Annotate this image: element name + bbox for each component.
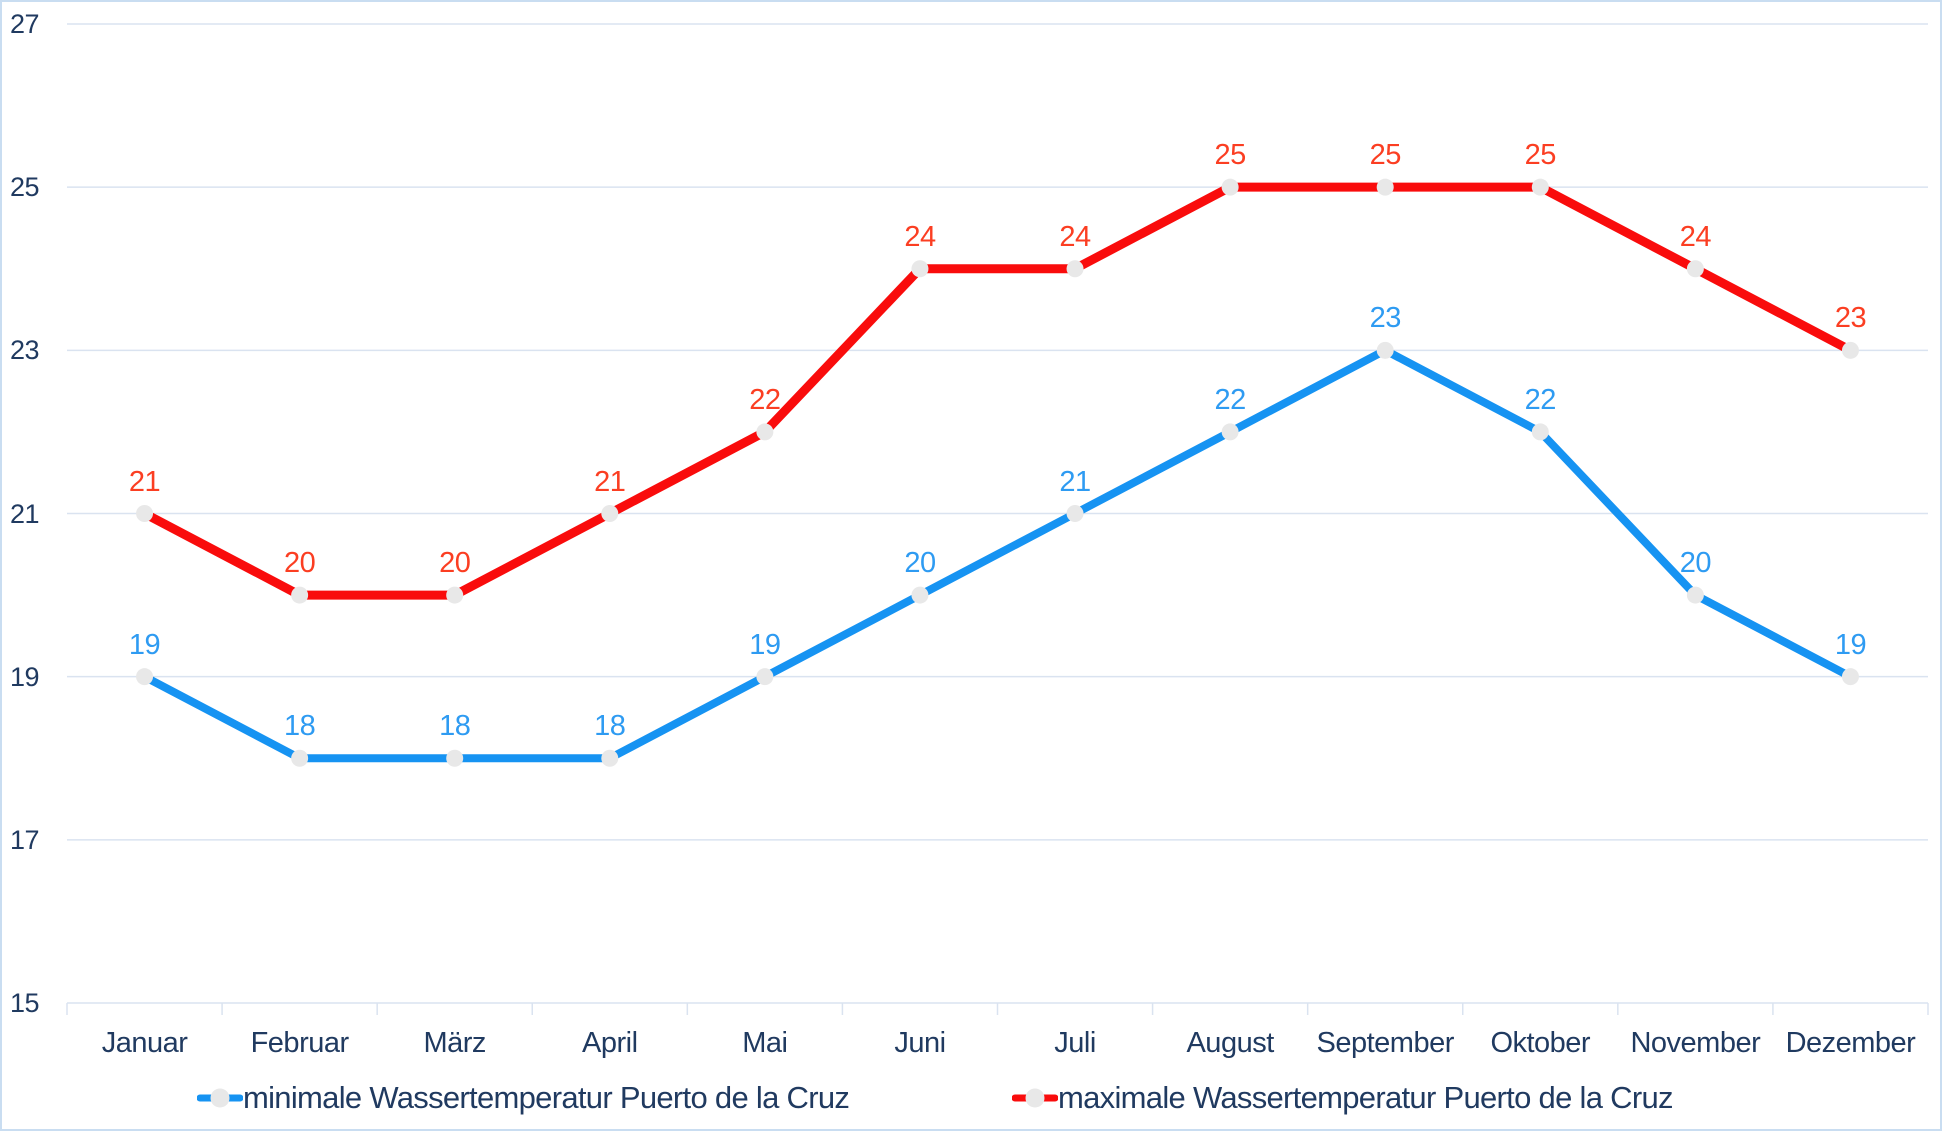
max-value-label: 20	[439, 547, 471, 580]
min-value-label: 19	[1834, 628, 1867, 661]
data-point-marker	[1376, 341, 1394, 359]
y-tick-label: 17	[10, 824, 40, 855]
min-value-label: 20	[904, 547, 936, 580]
data-point-marker	[291, 749, 309, 767]
max-value-label: 24	[904, 220, 936, 253]
data-point-marker	[1686, 586, 1704, 604]
data-point-marker	[446, 586, 464, 604]
min-value-label: 18	[283, 710, 316, 743]
x-tick-label: September	[1316, 1027, 1455, 1059]
max-value-label: 23	[1834, 302, 1867, 335]
x-tick-label: Mai	[742, 1027, 788, 1059]
min-series-swatch-icon	[197, 1088, 243, 1108]
min-value-label: 21	[1059, 465, 1091, 498]
legend-label-min: minimale Wassertemperatur Puerto de la C…	[243, 1080, 850, 1115]
x-tick-label: Juli	[1054, 1027, 1096, 1059]
max-value-label: 21	[594, 465, 626, 498]
max-value-label: 21	[128, 465, 161, 498]
data-point-marker	[1376, 178, 1394, 196]
max-value-label: 24	[1059, 220, 1091, 253]
data-point-marker	[1531, 423, 1549, 441]
data-point-marker	[1531, 178, 1549, 196]
min-value-label: 18	[439, 710, 471, 743]
y-tick-label: 23	[10, 335, 40, 366]
y-tick-label: 25	[10, 172, 40, 203]
min-value-label: 20	[1679, 547, 1712, 580]
legend-item-min-temperature: minimale Wassertemperatur Puerto de la C…	[197, 1078, 850, 1118]
data-point-marker	[1066, 505, 1084, 522]
y-tick-label: 27	[10, 9, 40, 39]
max-value-label: 24	[1679, 220, 1712, 253]
x-tick-label: August	[1186, 1027, 1274, 1059]
max-value-label: 20	[283, 547, 316, 580]
data-point-marker	[136, 668, 154, 686]
y-tick-label: 21	[10, 498, 40, 529]
data-point-marker	[1221, 423, 1239, 441]
data-point-marker	[756, 668, 774, 686]
legend-item-max-temperature: maximale Wassertemperatur Puerto de la C…	[1012, 1078, 1674, 1118]
max-value-label: 25	[1369, 139, 1402, 172]
x-tick-label: Oktober	[1490, 1027, 1591, 1059]
min-temperature-line	[140, 346, 1855, 763]
min-value-label: 23	[1369, 302, 1402, 335]
legend-label-max: maximale Wassertemperatur Puerto de la C…	[1058, 1080, 1674, 1115]
x-tick-label: April	[582, 1027, 638, 1059]
min-value-label: 22	[1214, 383, 1246, 416]
x-tick-label: Juni	[894, 1027, 946, 1059]
x-tick-label: Januar	[101, 1027, 188, 1059]
max-temperature-line	[140, 182, 1855, 600]
x-tick-label: März	[423, 1027, 486, 1059]
data-point-marker	[911, 260, 929, 278]
min-value-label: 19	[128, 628, 161, 661]
data-point-marker	[291, 586, 309, 604]
x-tick-label: November	[1630, 1027, 1761, 1059]
data-point-marker	[911, 586, 929, 604]
data-point-marker	[1066, 260, 1084, 278]
data-point-marker	[1221, 178, 1239, 196]
data-point-marker	[136, 505, 154, 522]
data-point-marker	[601, 505, 619, 522]
max-value-label: 22	[749, 383, 781, 416]
min-value-label: 22	[1524, 383, 1557, 416]
max-value-label: 25	[1524, 139, 1557, 172]
data-point-marker	[601, 749, 619, 767]
min-value-label: 19	[749, 628, 781, 661]
data-point-marker	[446, 749, 464, 767]
y-tick-label: 19	[10, 661, 40, 692]
x-tick-label: Dezember	[1785, 1027, 1916, 1059]
y-tick-label: 15	[10, 988, 40, 1018]
max-series-swatch-icon	[1012, 1088, 1058, 1108]
min-value-label: 18	[594, 710, 626, 743]
max-value-label: 25	[1214, 139, 1246, 172]
data-point-marker	[1841, 341, 1859, 359]
data-point-marker	[756, 423, 774, 441]
legend: minimale Wassertemperatur Puerto de la C…	[0, 1078, 1942, 1118]
x-tick-label: Februar	[250, 1027, 350, 1059]
data-point-marker	[1686, 260, 1704, 278]
data-point-marker	[1841, 668, 1859, 686]
